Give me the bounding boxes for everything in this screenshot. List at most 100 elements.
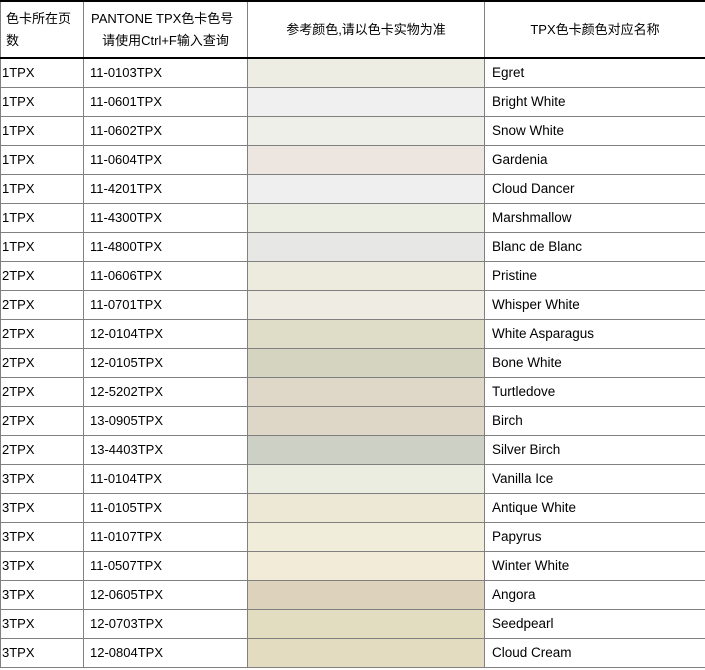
table-row: 2TPX 12-0104TPX White Asparagus (0, 319, 705, 349)
cell-pantone-code: 11-0507TPX (83, 551, 248, 581)
cell-page-number: 3TPX (0, 464, 84, 494)
cell-color-swatch (247, 609, 485, 639)
table-row: 2TPX 12-0105TPX Bone White (0, 348, 705, 378)
cell-color-swatch (247, 116, 485, 146)
cell-color-swatch (247, 522, 485, 552)
column-header-swatch: 参考颜色,请以色卡实物为准 (247, 1, 485, 59)
cell-color-name: Silver Birch (484, 435, 705, 465)
column-header-code: PANTONE TPX色卡色号 请使用Ctrl+F输入查询 (83, 1, 248, 59)
cell-pantone-code: 11-0104TPX (83, 464, 248, 494)
cell-pantone-code: 12-5202TPX (83, 377, 248, 407)
cell-page-number: 1TPX (0, 87, 84, 117)
cell-color-swatch (247, 319, 485, 349)
cell-color-name: Papyrus (484, 522, 705, 552)
cell-pantone-code: 11-0602TPX (83, 116, 248, 146)
cell-page-number: 1TPX (0, 232, 84, 262)
column-header-code-line1: PANTONE TPX色卡色号 (91, 10, 234, 26)
cell-color-swatch (247, 232, 485, 262)
table-row: 3TPX 12-0605TPX Angora (0, 580, 705, 610)
cell-pantone-code: 12-0804TPX (83, 638, 248, 668)
cell-pantone-code: 11-0606TPX (83, 261, 248, 291)
table-row: 1TPX 11-4201TPX Cloud Dancer (0, 174, 705, 204)
table-row: 2TPX 11-0701TPX Whisper White (0, 290, 705, 320)
cell-page-number: 2TPX (0, 319, 84, 349)
cell-color-swatch (247, 435, 485, 465)
cell-page-number: 1TPX (0, 203, 84, 233)
cell-color-swatch (247, 580, 485, 610)
table-header: 色卡所在页数 PANTONE TPX色卡色号 请使用Ctrl+F输入查询 参考颜… (0, 1, 705, 59)
cell-page-number: 2TPX (0, 348, 84, 378)
cell-color-swatch (247, 348, 485, 378)
table-row: 3TPX 11-0507TPX Winter White (0, 551, 705, 581)
cell-pantone-code: 11-0105TPX (83, 493, 248, 523)
cell-page-number: 2TPX (0, 377, 84, 407)
header-row: 色卡所在页数 PANTONE TPX色卡色号 请使用Ctrl+F输入查询 参考颜… (0, 1, 705, 59)
column-header-name: TPX色卡颜色对应名称 (484, 1, 705, 59)
cell-pantone-code: 11-0701TPX (83, 290, 248, 320)
cell-color-swatch (247, 464, 485, 494)
cell-color-swatch (247, 174, 485, 204)
cell-color-name: Birch (484, 406, 705, 436)
table-row: 2TPX 13-4403TPX Silver Birch (0, 435, 705, 465)
table-row: 1TPX 11-0103TPX Egret (0, 58, 705, 88)
cell-color-name: Winter White (484, 551, 705, 581)
cell-page-number: 1TPX (0, 174, 84, 204)
cell-color-swatch (247, 87, 485, 117)
cell-page-number: 2TPX (0, 290, 84, 320)
cell-color-name: Cloud Dancer (484, 174, 705, 204)
column-header-page: 色卡所在页数 (0, 1, 84, 59)
cell-color-name: Bone White (484, 348, 705, 378)
cell-pantone-code: 11-4300TPX (83, 203, 248, 233)
table-row: 1TPX 11-4800TPX Blanc de Blanc (0, 232, 705, 262)
cell-pantone-code: 11-0601TPX (83, 87, 248, 117)
cell-page-number: 2TPX (0, 261, 84, 291)
cell-page-number: 3TPX (0, 522, 84, 552)
cell-pantone-code: 12-0104TPX (83, 319, 248, 349)
cell-page-number: 3TPX (0, 638, 84, 668)
cell-page-number: 1TPX (0, 145, 84, 175)
table-row: 2TPX 13-0905TPX Birch (0, 406, 705, 436)
cell-color-name: Vanilla Ice (484, 464, 705, 494)
cell-color-swatch (247, 58, 485, 88)
cell-pantone-code: 12-0105TPX (83, 348, 248, 378)
cell-page-number: 3TPX (0, 493, 84, 523)
table-row: 3TPX 11-0104TPX Vanilla Ice (0, 464, 705, 494)
cell-page-number: 3TPX (0, 551, 84, 581)
table-body: 1TPX 11-0103TPX Egret 1TPX 11-0601TPX Bright … (0, 58, 705, 668)
cell-pantone-code: 12-0703TPX (83, 609, 248, 639)
cell-color-name: Gardenia (484, 145, 705, 175)
cell-color-swatch (247, 551, 485, 581)
cell-color-name: Pristine (484, 261, 705, 291)
table-row: 1TPX 11-4300TPX Marshmallow (0, 203, 705, 233)
table-row: 3TPX 11-0107TPX Papyrus (0, 522, 705, 552)
cell-pantone-code: 11-4800TPX (83, 232, 248, 262)
table-row: 1TPX 11-0604TPX Gardenia (0, 145, 705, 175)
cell-color-swatch (247, 290, 485, 320)
cell-color-name: Marshmallow (484, 203, 705, 233)
cell-page-number: 1TPX (0, 58, 84, 88)
cell-color-swatch (247, 377, 485, 407)
cell-pantone-code: 11-4201TPX (83, 174, 248, 204)
cell-pantone-code: 11-0604TPX (83, 145, 248, 175)
cell-pantone-code: 13-4403TPX (83, 435, 248, 465)
cell-color-swatch (247, 493, 485, 523)
cell-pantone-code: 11-0103TPX (83, 58, 248, 88)
cell-color-name: Snow White (484, 116, 705, 146)
cell-color-swatch (247, 145, 485, 175)
cell-color-swatch (247, 261, 485, 291)
cell-page-number: 3TPX (0, 609, 84, 639)
cell-page-number: 1TPX (0, 116, 84, 146)
cell-pantone-code: 12-0605TPX (83, 580, 248, 610)
cell-color-name: Antique White (484, 493, 705, 523)
cell-color-swatch (247, 638, 485, 668)
table-row: 2TPX 11-0606TPX Pristine (0, 261, 705, 291)
cell-color-name: Turtledove (484, 377, 705, 407)
table-row: 3TPX 12-0804TPX Cloud Cream (0, 638, 705, 668)
cell-color-name: Whisper White (484, 290, 705, 320)
table-row: 1TPX 11-0601TPX Bright White (0, 87, 705, 117)
cell-color-name: Blanc de Blanc (484, 232, 705, 262)
cell-page-number: 3TPX (0, 580, 84, 610)
table-row: 2TPX 12-5202TPX Turtledove (0, 377, 705, 407)
column-header-code-line2: 请使用Ctrl+F输入查询 (102, 32, 229, 48)
